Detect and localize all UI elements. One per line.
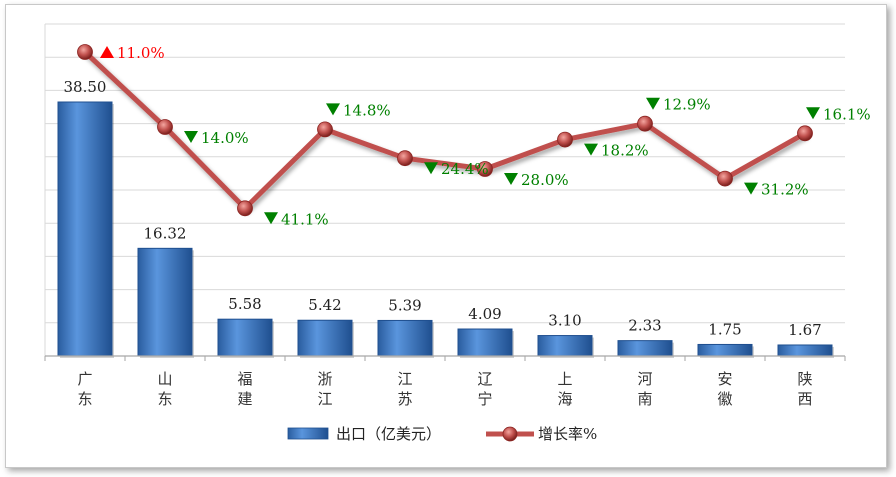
- x-tick-label: 福: [237, 370, 252, 388]
- growth-rate-label: 16.1%: [823, 105, 871, 123]
- x-tick-label: 上: [557, 370, 572, 388]
- legend-marker-icon: [502, 426, 518, 442]
- bar-value-label: 5.42: [308, 296, 341, 314]
- x-tick-label: 南: [637, 390, 652, 408]
- bar-value-label: 5.39: [388, 296, 421, 314]
- growth-marker: [637, 115, 653, 132]
- growth-rate-label: 14.8%: [343, 101, 391, 119]
- growth-marker: [397, 150, 413, 167]
- bar-value-label: 2.33: [628, 317, 661, 335]
- x-tick-label: 安: [717, 370, 732, 388]
- bar-value-label: 5.58: [228, 295, 261, 313]
- bar: [297, 319, 353, 357]
- x-tick-label: 山: [157, 370, 172, 388]
- growth-rate-label: 41.1%: [281, 210, 329, 228]
- bar: [57, 101, 113, 357]
- x-tick-label: 东: [157, 390, 172, 408]
- bar-value-label: 16.32: [144, 224, 187, 242]
- x-tick-label: 宁: [477, 390, 492, 408]
- legend: 出口（亿美元） 增长率%: [287, 425, 597, 443]
- legend-bar-label: 出口（亿美元）: [336, 425, 441, 443]
- growth-marker: [717, 170, 733, 187]
- bar-value-label: 38.50: [64, 78, 107, 96]
- growth-marker: [317, 121, 333, 138]
- down-triangle-icon: [184, 131, 198, 143]
- x-tick-label: 西: [797, 390, 812, 408]
- bar: [777, 344, 833, 357]
- bar-value-label: 1.75: [708, 320, 741, 338]
- x-tick-label: 浙: [317, 370, 332, 388]
- data-labels: 38.50 16.32 5.58 5.42 5.39 4.09 3.10 2.33 1.75 1.…: [64, 44, 871, 339]
- bar: [377, 319, 433, 357]
- x-tick-label: 陕: [797, 370, 812, 388]
- line-series: [77, 44, 813, 217]
- growth-line: [83, 50, 807, 211]
- down-triangle-icon: [806, 107, 820, 120]
- bar: [617, 340, 673, 357]
- x-tick-label: 江: [317, 390, 332, 408]
- x-tick-label: 徽: [717, 390, 732, 408]
- growth-marker: [157, 119, 173, 135]
- growth-rate-label: 31.2%: [761, 181, 809, 199]
- growth-rate-label: 18.2%: [601, 142, 649, 160]
- chart-frame: [5, 4, 887, 468]
- bar: [537, 335, 593, 357]
- growth-marker: [477, 161, 493, 177]
- bar: [457, 328, 513, 357]
- down-triangle-icon: [584, 143, 598, 156]
- growth-rate-label: 12.9%: [663, 96, 711, 114]
- bar: [217, 318, 273, 357]
- down-triangle-icon: [424, 162, 438, 175]
- legend-bar-swatch: [287, 427, 329, 440]
- bar-value-label: 3.10: [548, 312, 581, 330]
- x-tick-label: 海: [557, 390, 572, 408]
- bar-value-label: 1.67: [788, 321, 821, 339]
- down-triangle-icon: [504, 173, 518, 185]
- growth-marker: [557, 131, 573, 148]
- growth-marker: [77, 44, 93, 60]
- growth-marker: [797, 125, 813, 142]
- growth-rate-label: 24.4%: [441, 160, 489, 178]
- bar: [137, 247, 193, 357]
- up-triangle-icon: [100, 46, 114, 58]
- x-tick-label: 河: [637, 370, 652, 388]
- x-tick-label: 东: [77, 390, 92, 408]
- growth-marker: [237, 200, 253, 217]
- down-triangle-icon: [744, 182, 758, 195]
- x-tick-label: 建: [237, 390, 252, 408]
- down-triangle-icon: [264, 212, 278, 225]
- down-triangle-icon: [326, 103, 340, 116]
- growth-rate-label: 14.0%: [201, 129, 249, 147]
- growth-rate-label: 11.0%: [117, 44, 165, 62]
- growth-rate-label: 28.0%: [521, 171, 569, 189]
- legend-line-label: 增长率%: [538, 425, 597, 443]
- x-tick-label: 广: [77, 370, 92, 388]
- x-tick-label: 辽: [477, 370, 492, 388]
- x-tick-label: 江: [397, 370, 412, 388]
- bar-value-label: 4.09: [468, 305, 501, 323]
- bar-series: [57, 101, 834, 358]
- down-triangle-icon: [646, 97, 660, 110]
- x-tick-label: 苏: [397, 390, 412, 408]
- bar: [697, 343, 753, 357]
